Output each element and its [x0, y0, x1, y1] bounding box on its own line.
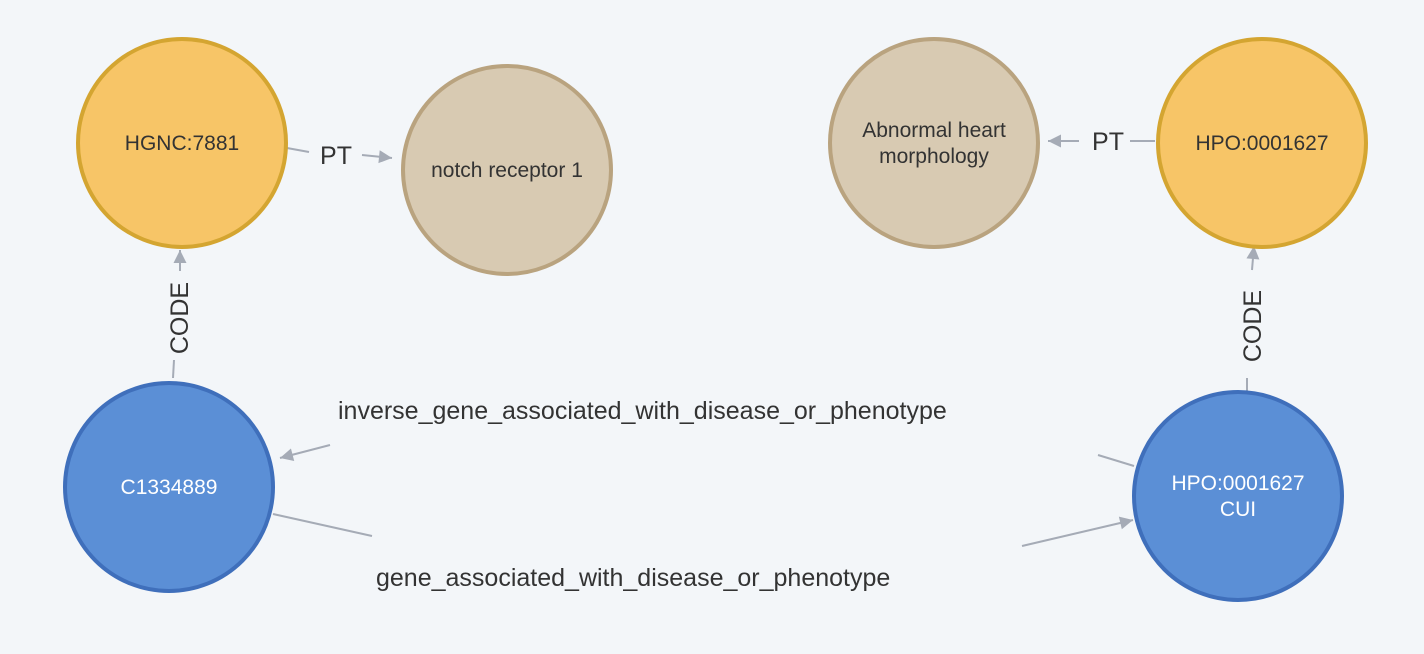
node-circle: [76, 37, 288, 249]
relationship-line: [1021, 519, 1134, 547]
node-label: C1334889: [121, 476, 218, 499]
relationship-code-cui-hpo[interactable]: CODE: [1239, 245, 1267, 392]
arrowhead-icon: [1118, 516, 1133, 530]
relationships-layer: PT PT CODE CODE inverse_gene_associated_with…: [166, 128, 1267, 592]
arrowhead-icon: [378, 150, 392, 164]
node-hpo_code[interactable]: HPO:0001627: [1156, 37, 1368, 249]
arrowhead-icon: [173, 250, 187, 263]
relationship-line: [286, 147, 310, 153]
relationship-line: [1097, 454, 1135, 467]
node-abnormal[interactable]: Abnormal heart morphology: [828, 37, 1040, 249]
node-hgnc[interactable]: HGNC:7881: [76, 37, 288, 249]
relationship-pt-hpo-abnormal[interactable]: PT: [1048, 128, 1155, 156]
node-label: HPO:0001627: [1171, 472, 1304, 495]
node-label: HGNC:7881: [125, 132, 239, 155]
node-label: Abnormal heart: [862, 119, 1006, 142]
relationship-code-c1334889-hgnc[interactable]: CODE: [166, 250, 194, 379]
nodes-layer: HGNC:7881 notch receptor 1 Abnormal heart m…: [63, 37, 1368, 602]
node-label: notch receptor 1: [431, 159, 583, 182]
node-circle: [828, 37, 1040, 249]
arrowhead-icon: [1246, 246, 1260, 260]
arrowhead-icon: [280, 448, 295, 462]
node-label: morphology: [879, 145, 989, 168]
relationship-label: CODE: [1239, 290, 1267, 362]
arrowhead-icon: [1048, 134, 1061, 148]
node-circle: [1132, 390, 1344, 602]
node-label: CUI: [1220, 498, 1256, 521]
relationship-label: gene_associated_with_disease_or_phenotyp…: [376, 564, 890, 592]
relationship-label: PT: [320, 142, 352, 170]
relationship-label: inverse_gene_associated_with_disease_or_…: [338, 397, 947, 425]
relationship-label: CODE: [166, 282, 194, 354]
relationship-gene-assoc[interactable]: gene_associated_with_disease_or_phenotyp…: [272, 513, 1134, 592]
relationship-inverse-assoc[interactable]: inverse_gene_associated_with_disease_or_…: [279, 397, 1135, 467]
relationship-label: PT: [1092, 128, 1124, 156]
node-notch[interactable]: notch receptor 1: [401, 64, 613, 276]
relationship-line: [272, 513, 373, 537]
relationship-pt-hgnc-notch[interactable]: PT: [286, 142, 393, 170]
node-circle: [401, 64, 613, 276]
node-c1334889[interactable]: C1334889: [63, 381, 275, 593]
relationship-line: [172, 359, 175, 379]
node-label: HPO:0001627: [1195, 132, 1328, 155]
node-hpo_cui[interactable]: HPO:0001627 CUI: [1132, 390, 1344, 602]
node-circle: [1156, 37, 1368, 249]
node-circle: [63, 381, 275, 593]
